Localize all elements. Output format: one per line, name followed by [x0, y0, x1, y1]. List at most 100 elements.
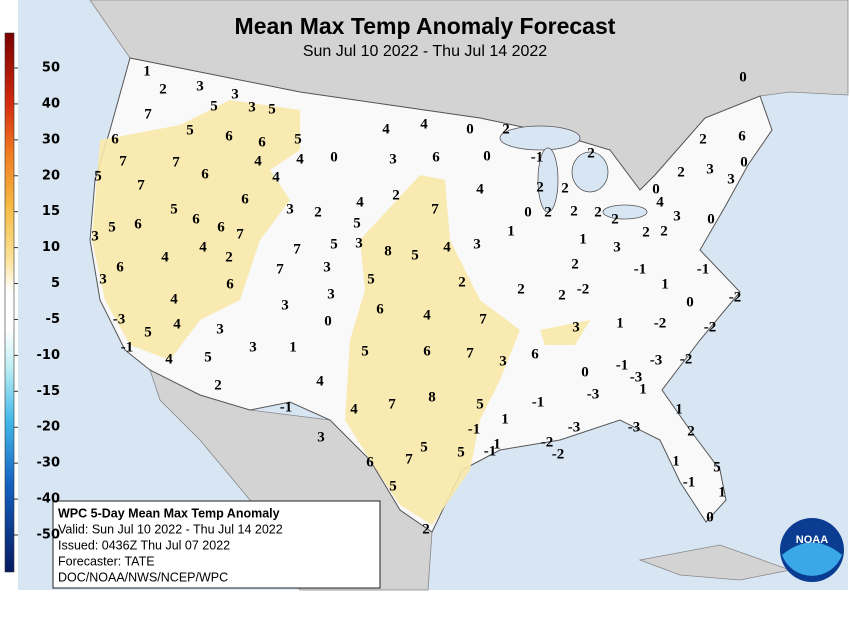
map-value: -1 [468, 421, 481, 437]
map-value: 5 [94, 168, 102, 184]
map-value: 3 [317, 429, 325, 445]
map-value: 5 [210, 98, 218, 114]
map-value: 7 [431, 201, 439, 217]
map-value: 2 [314, 204, 322, 220]
map-value: -2 [577, 281, 590, 297]
colorbar-label: -10 [37, 348, 61, 363]
map-value: 3 [249, 339, 257, 355]
map-value: -2 [654, 315, 667, 331]
map-value: 4 [382, 121, 390, 137]
map-value: 5 [294, 131, 302, 147]
map-value: 2 [458, 274, 466, 290]
map-value: 2 [422, 521, 430, 537]
map-value: 2 [611, 211, 619, 227]
map-value: 4 [272, 169, 280, 185]
map-value: 5 [389, 478, 397, 494]
map-value: 1 [661, 276, 669, 292]
map-value: 4 [476, 181, 484, 197]
map-value: 4 [420, 116, 428, 132]
map-value: -2 [704, 319, 717, 335]
map-value: -3 [568, 419, 581, 435]
map-value: 7 [172, 154, 180, 170]
map-value: 4 [350, 401, 358, 417]
colorbar-label: 40 [42, 96, 60, 111]
cuba [638, 544, 792, 581]
map-value: 5 [170, 201, 178, 217]
map-value: 2 [687, 423, 695, 439]
map-value: 3 [91, 228, 99, 244]
map-value: 2 [558, 287, 566, 303]
map-value: 5 [144, 324, 152, 340]
map-value: 4 [170, 291, 178, 307]
map-value: 0 [524, 204, 532, 220]
colorbar-label: 30 [42, 132, 60, 147]
map-value: 5 [361, 343, 369, 359]
logo-wave [782, 542, 842, 576]
lake [602, 204, 648, 220]
map-value: 5 [476, 396, 484, 412]
map-value: 0 [706, 509, 714, 525]
map-value: 4 [316, 373, 324, 389]
map-value: 0 [483, 148, 491, 164]
map-value: 4 [173, 316, 181, 332]
map-value: 7 [466, 345, 474, 361]
map-value: 8 [428, 389, 436, 405]
map-value: 1 [639, 381, 647, 397]
map-value: 1 [289, 339, 297, 355]
map-value: 3 [281, 297, 289, 313]
map-value: 7 [388, 396, 396, 412]
map-value: 7 [144, 106, 152, 122]
map-value: -1 [683, 474, 696, 490]
map-value: 3 [323, 259, 331, 275]
map-value: -1 [531, 149, 544, 165]
map-value: -3 [628, 419, 641, 435]
map-value: -2 [680, 351, 693, 367]
map-value: 0 [324, 313, 332, 329]
map-value: 4 [165, 351, 173, 367]
map-value: 6 [226, 276, 234, 292]
colorbar-label: 20 [42, 168, 60, 183]
map-value: 1 [143, 63, 151, 79]
title: Mean Max Temp Anomaly Forecast [235, 13, 616, 39]
map-value: 6 [531, 346, 539, 362]
map-value: -3 [650, 352, 663, 368]
map-value: 3 [286, 201, 294, 217]
map-value: 5 [186, 122, 194, 138]
map-value: 2 [594, 204, 602, 220]
map-value: 2 [544, 204, 552, 220]
map-value: 0 [466, 121, 474, 137]
map-value: -1 [616, 357, 629, 373]
map-value: 5 [353, 215, 361, 231]
map-value: 3 [231, 86, 239, 102]
warm-area [345, 175, 520, 525]
map-value: 2 [561, 180, 569, 196]
map-value: 5 [713, 459, 721, 475]
warm-area [540, 320, 590, 345]
colorbar-label: 50 [42, 61, 60, 76]
map-value: 1 [675, 401, 683, 417]
info-line: Valid: Sun Jul 10 2022 - Thu Jul 14 2022 [58, 522, 283, 536]
map-value: 5 [268, 101, 276, 117]
map-value: 3 [706, 161, 714, 177]
map-value: 2 [699, 131, 707, 147]
map-value: 6 [738, 128, 746, 144]
map-value: 2 [517, 281, 525, 297]
map-value: 6 [111, 131, 119, 147]
map-value: 2 [677, 164, 685, 180]
info-line: Issued: 0436Z Thu Jul 07 2022 [58, 538, 230, 552]
map-value: -1 [280, 399, 293, 415]
map-value: -1 [484, 443, 497, 459]
map-value: -1 [121, 339, 134, 355]
map-value: 2 [570, 203, 578, 219]
map-value: 6 [134, 216, 142, 232]
map-value: 1 [507, 223, 515, 239]
map-value: 5 [204, 349, 212, 365]
map-value: 2 [536, 179, 544, 195]
logo-text: NOAA [796, 534, 828, 546]
map-value: 5 [420, 439, 428, 455]
map-value: 2 [642, 224, 650, 240]
map-value: 3 [499, 353, 507, 369]
map-value: 0 [739, 69, 747, 85]
map-value: 0 [707, 211, 715, 227]
